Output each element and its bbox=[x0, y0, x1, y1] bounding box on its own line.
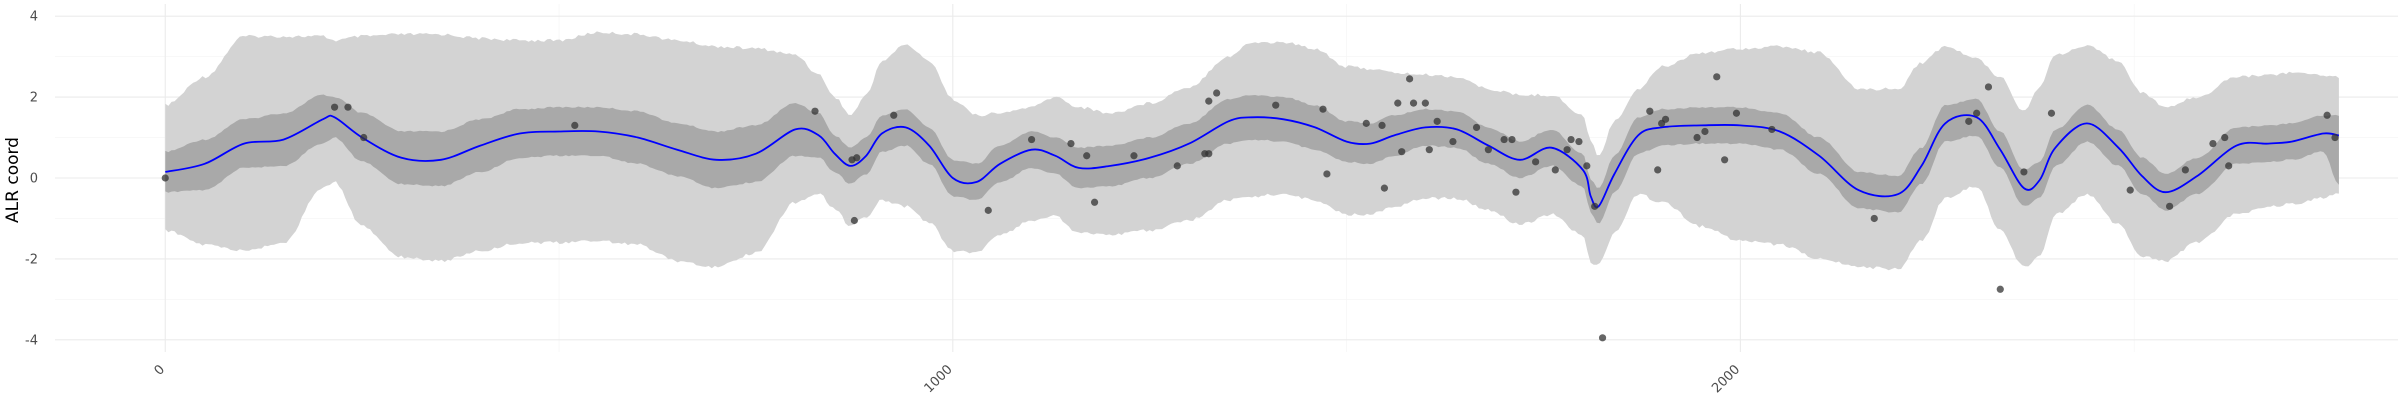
data-point bbox=[2225, 162, 2233, 170]
data-point bbox=[1362, 119, 1370, 127]
data-point bbox=[1870, 214, 1878, 223]
data-point bbox=[1996, 285, 2004, 293]
data-point bbox=[1406, 75, 1414, 83]
data-point bbox=[1591, 202, 1599, 210]
data-point bbox=[1721, 156, 1729, 164]
data-point bbox=[1532, 158, 1540, 166]
data-point bbox=[1701, 127, 1709, 136]
data-point bbox=[2323, 111, 2331, 119]
data-point bbox=[1378, 121, 1386, 129]
data-point bbox=[1693, 133, 1701, 142]
y-tick-label: -2 bbox=[25, 252, 38, 267]
data-point bbox=[2209, 140, 2217, 148]
data-point bbox=[1449, 137, 1457, 146]
data-point bbox=[1551, 166, 1559, 174]
data-point bbox=[1173, 162, 1181, 170]
observed-points bbox=[161, 73, 2339, 342]
data-point bbox=[1027, 135, 1036, 144]
y-tick-label: 0 bbox=[30, 172, 38, 187]
data-point bbox=[1398, 148, 1406, 156]
data-point bbox=[1965, 117, 1973, 125]
data-point bbox=[1508, 135, 1516, 144]
y-tick-label: -4 bbox=[25, 333, 38, 348]
data-point bbox=[1083, 152, 1091, 160]
data-point bbox=[890, 111, 898, 119]
data-point bbox=[1984, 83, 1993, 91]
data-point bbox=[1272, 101, 1280, 109]
y-tick-label: 4 bbox=[30, 10, 38, 25]
data-point bbox=[161, 174, 169, 182]
data-point bbox=[1205, 97, 1213, 105]
data-point bbox=[2221, 133, 2229, 142]
data-point bbox=[1713, 73, 1721, 81]
data-point bbox=[1472, 123, 1481, 132]
y-axis-tick-labels: -4 -2 0 2 4 bbox=[25, 10, 38, 349]
data-point bbox=[2166, 202, 2174, 210]
x-tick-label: 0 bbox=[152, 362, 168, 378]
posterior-mean-line bbox=[165, 114, 2340, 209]
data-point bbox=[1661, 115, 1670, 123]
data-point bbox=[853, 154, 861, 162]
data-point bbox=[1090, 198, 1099, 206]
y-tick-label: 2 bbox=[30, 91, 38, 106]
data-point bbox=[1380, 184, 1389, 192]
data-point bbox=[1484, 146, 1492, 154]
data-point bbox=[1500, 135, 1508, 144]
x-tick-label: 2000 bbox=[1709, 362, 1743, 396]
data-point bbox=[1654, 166, 1662, 174]
data-point bbox=[1421, 99, 1429, 107]
data-point bbox=[1425, 146, 1433, 154]
data-point bbox=[1323, 170, 1331, 178]
data-point bbox=[1319, 105, 1327, 113]
data-point bbox=[1205, 150, 1213, 158]
data-point bbox=[330, 103, 339, 111]
data-point bbox=[1732, 109, 1741, 117]
x-tick-label: 1000 bbox=[922, 362, 956, 396]
data-point bbox=[2181, 166, 2189, 174]
data-point bbox=[1598, 334, 1607, 342]
data-point bbox=[1213, 89, 1221, 97]
data-point bbox=[1567, 135, 1575, 144]
data-point bbox=[1409, 99, 1418, 107]
data-point bbox=[1563, 146, 1571, 154]
y-axis-title: ALR coord bbox=[3, 137, 23, 223]
data-point bbox=[1583, 162, 1591, 170]
data-point bbox=[1575, 137, 1583, 146]
data-point bbox=[344, 103, 352, 111]
data-point bbox=[1394, 99, 1402, 107]
data-point bbox=[850, 216, 858, 225]
data-point bbox=[1973, 109, 1981, 117]
data-point bbox=[1433, 117, 1441, 125]
data-point bbox=[2020, 168, 2028, 176]
data-point bbox=[1646, 107, 1654, 115]
data-point bbox=[1768, 125, 1776, 134]
outer-credible-band bbox=[165, 31, 2339, 271]
data-point bbox=[360, 133, 368, 142]
data-point bbox=[984, 206, 992, 214]
data-point bbox=[2126, 186, 2134, 194]
data-point bbox=[1512, 188, 1520, 196]
data-point bbox=[1130, 152, 1138, 160]
inner-credible-band bbox=[165, 94, 2339, 224]
data-point bbox=[2331, 133, 2339, 142]
data-point bbox=[571, 121, 579, 129]
data-point bbox=[811, 107, 819, 115]
data-point bbox=[1067, 140, 1075, 148]
x-axis-tick-labels: 0 1000 2000 bbox=[152, 362, 1744, 396]
data-point bbox=[2047, 109, 2056, 117]
